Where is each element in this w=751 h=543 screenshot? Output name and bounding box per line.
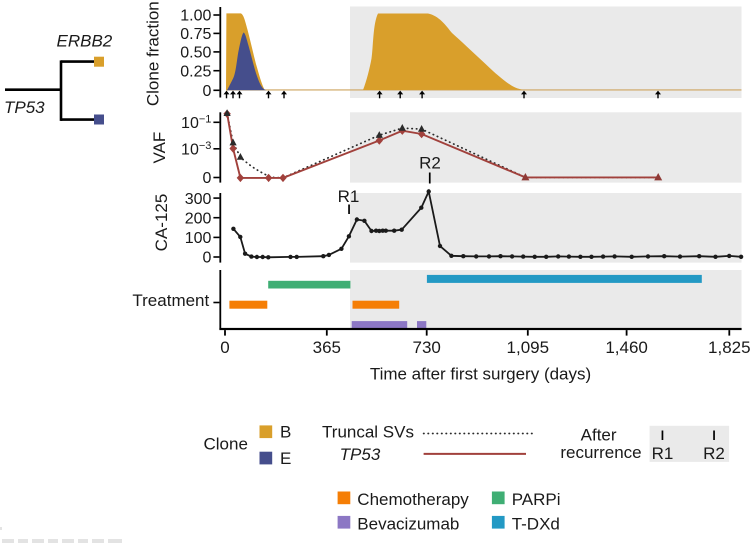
svg-text:Clone fraction: Clone fraction bbox=[144, 1, 163, 106]
svg-text:ERBB2: ERBB2 bbox=[57, 31, 113, 50]
svg-text:300: 300 bbox=[185, 191, 212, 208]
svg-text:0: 0 bbox=[202, 170, 211, 187]
svg-text:recurrence: recurrence bbox=[560, 443, 641, 462]
svg-text:R2: R2 bbox=[703, 444, 725, 463]
svg-text:1,825: 1,825 bbox=[708, 338, 751, 357]
svg-text:0: 0 bbox=[202, 83, 211, 100]
svg-text:After: After bbox=[581, 426, 617, 445]
svg-text:1,095: 1,095 bbox=[507, 338, 550, 357]
svg-text:10−3: 10−3 bbox=[181, 140, 211, 159]
svg-text:Clone: Clone bbox=[204, 435, 248, 454]
svg-text:0: 0 bbox=[220, 338, 229, 357]
svg-text:R1: R1 bbox=[338, 187, 360, 206]
svg-text:365: 365 bbox=[313, 338, 341, 357]
svg-text:0.75: 0.75 bbox=[180, 26, 211, 43]
svg-text:1,460: 1,460 bbox=[605, 338, 648, 357]
svg-text:Truncal SVs: Truncal SVs bbox=[322, 423, 414, 442]
svg-text:100: 100 bbox=[185, 230, 212, 247]
svg-text:TP53: TP53 bbox=[340, 445, 381, 464]
svg-text:Bevacizumab: Bevacizumab bbox=[357, 514, 459, 533]
svg-text:0.50: 0.50 bbox=[180, 45, 211, 62]
svg-text:T-DXd: T-DXd bbox=[512, 514, 560, 533]
svg-text:R1: R1 bbox=[652, 444, 674, 463]
svg-text:10−1: 10−1 bbox=[181, 114, 211, 133]
svg-text:200: 200 bbox=[185, 210, 212, 227]
svg-text:TP53: TP53 bbox=[4, 98, 45, 117]
svg-text:730: 730 bbox=[413, 338, 441, 357]
svg-text:Chemotherapy: Chemotherapy bbox=[357, 490, 469, 509]
svg-text:B: B bbox=[280, 423, 291, 442]
svg-text:E: E bbox=[280, 449, 291, 468]
svg-text:Treatment: Treatment bbox=[132, 291, 209, 310]
svg-text:Time after first surgery (days: Time after first surgery (days) bbox=[370, 365, 591, 384]
svg-text:1.00: 1.00 bbox=[180, 8, 211, 25]
svg-text:CA-125: CA-125 bbox=[152, 194, 171, 252]
svg-text:PARPi: PARPi bbox=[512, 490, 561, 509]
svg-text:0: 0 bbox=[202, 250, 211, 267]
svg-text:0.25: 0.25 bbox=[180, 63, 211, 80]
svg-text:VAF: VAF bbox=[150, 132, 169, 164]
svg-text:R2: R2 bbox=[419, 154, 441, 173]
